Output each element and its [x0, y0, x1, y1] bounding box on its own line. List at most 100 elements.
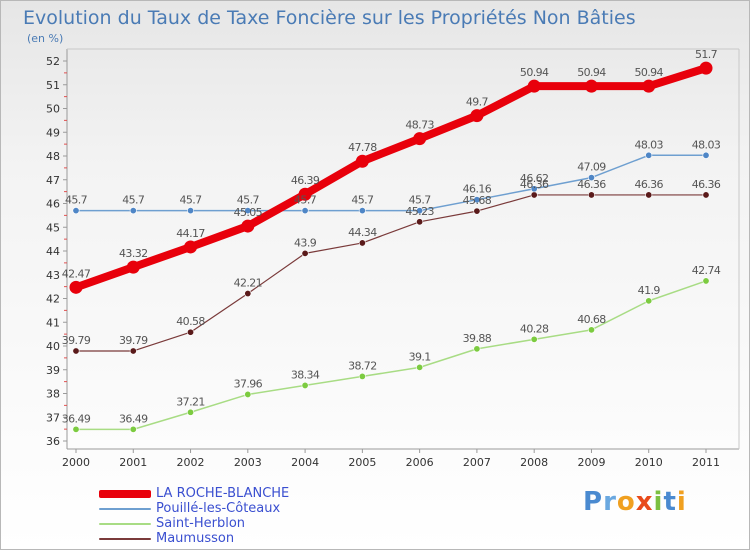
y-tick-label: 51	[46, 79, 60, 92]
series-point-2	[72, 425, 80, 433]
data-label: 36.49	[62, 412, 91, 425]
data-label: 51.7	[695, 48, 718, 61]
series-point-1	[244, 207, 252, 215]
series-point-1	[187, 207, 195, 215]
legend-swatch	[99, 523, 151, 525]
series-point-1	[301, 207, 309, 215]
data-label: 46.39	[291, 174, 320, 187]
data-label: 37.96	[234, 377, 263, 390]
series-point-0	[298, 187, 312, 201]
data-label: 39.79	[119, 334, 148, 347]
series-point-1	[358, 207, 366, 215]
series-point-2	[416, 363, 424, 371]
series-point-1	[72, 207, 80, 215]
data-label: 46.62	[520, 172, 549, 185]
data-label: 39.79	[62, 334, 91, 347]
data-label: 45.7	[294, 194, 317, 207]
data-label: 42.21	[234, 277, 263, 290]
legend-swatch	[99, 508, 151, 510]
series-point-0	[642, 79, 656, 93]
data-label: 40.68	[577, 313, 606, 326]
x-tick-label: 2002	[177, 456, 205, 469]
series-point-3	[530, 191, 538, 199]
data-label: 50.94	[520, 66, 549, 79]
data-label: 39.88	[463, 332, 492, 345]
series-point-0	[126, 260, 140, 274]
chart-unit-label: (en %)	[27, 32, 64, 45]
series-point-2	[129, 425, 137, 433]
series-point-3	[587, 191, 595, 199]
data-label: 46.36	[692, 178, 721, 191]
x-tick-label: 2001	[119, 456, 147, 469]
data-label: 42.74	[692, 264, 721, 277]
data-label: 47.78	[348, 141, 377, 154]
series-point-1	[587, 174, 595, 182]
x-tick-label: 2009	[577, 456, 605, 469]
legend-label: LA ROCHE-BLANCHE	[156, 486, 290, 501]
legend-label: Saint-Herblon	[156, 516, 246, 531]
series-point-2	[530, 335, 538, 343]
legend-label: Pouillé-les-Côteaux	[156, 501, 281, 516]
legend-label: Maumusson	[156, 531, 235, 546]
data-label: 47.09	[577, 161, 606, 174]
series-point-3	[187, 328, 195, 336]
data-label: 46.36	[577, 178, 606, 191]
data-label: 50.94	[634, 66, 663, 79]
data-label: 45.7	[179, 194, 202, 207]
series-point-2	[244, 390, 252, 398]
data-label: 46.36	[520, 178, 549, 191]
series-point-1	[129, 207, 137, 215]
x-tick-label: 2008	[520, 456, 548, 469]
series-point-1	[645, 151, 653, 159]
series-point-2	[702, 277, 710, 285]
series-point-3	[244, 290, 252, 298]
data-label: 36.49	[119, 412, 148, 425]
series-layer	[69, 61, 713, 433]
series-point-3	[473, 207, 481, 215]
data-label: 40.28	[520, 322, 549, 335]
x-tick-label: 2011	[692, 456, 720, 469]
series-point-0	[184, 240, 198, 254]
y-tick-label: 44	[46, 245, 60, 258]
y-tick-label: 47	[46, 174, 60, 187]
y-tick-label: 36	[46, 435, 60, 448]
y-tick-label: 45	[46, 221, 60, 234]
series-line-0	[72, 64, 710, 292]
series-point-3	[702, 191, 710, 199]
x-tick-label: 2007	[463, 456, 491, 469]
series-point-1	[473, 196, 481, 204]
data-labels-layer: 42.47 43.32 44.17 45.05 46.39 47.78 48.73 49.7 5…	[62, 48, 722, 425]
series-point-0	[355, 154, 369, 168]
axes: 36 37 38 39 40 41 42 43 44 45 46 47 48 49 50 51 52 2000 20…	[46, 48, 740, 469]
data-label: 48.03	[634, 138, 663, 151]
data-label: 43.32	[119, 247, 148, 260]
series-point-2	[187, 408, 195, 416]
series-point-2	[358, 372, 366, 380]
data-label: 39.1	[409, 350, 431, 363]
data-label: 45.23	[405, 205, 434, 218]
y-tick-label: 42	[46, 293, 60, 306]
data-label: 38.72	[348, 359, 377, 372]
series-point-0	[241, 219, 255, 233]
y-tick-label: 43	[46, 269, 60, 282]
series-point-0	[527, 79, 541, 93]
y-tick-label: 50	[46, 103, 60, 116]
x-tick-label: 2004	[291, 456, 319, 469]
data-label: 48.73	[405, 119, 434, 132]
series-point-3	[645, 191, 653, 199]
data-label: 43.9	[294, 236, 317, 249]
series-line-3	[75, 194, 707, 352]
y-tick-label: 49	[46, 126, 60, 139]
data-label: 44.17	[176, 227, 205, 240]
series-line-1	[75, 154, 707, 212]
series-point-3	[72, 347, 80, 355]
series-point-3	[301, 249, 309, 257]
data-label: 42.47	[62, 267, 91, 280]
series-point-2	[473, 345, 481, 353]
chart-title: Evolution du Taux de Taxe Foncière sur l…	[23, 7, 636, 29]
data-label: 50.94	[577, 66, 606, 79]
data-label: 45.7	[122, 194, 145, 207]
data-label: 45.7	[65, 194, 88, 207]
series-point-2	[587, 326, 595, 334]
series-point-0	[470, 109, 484, 123]
